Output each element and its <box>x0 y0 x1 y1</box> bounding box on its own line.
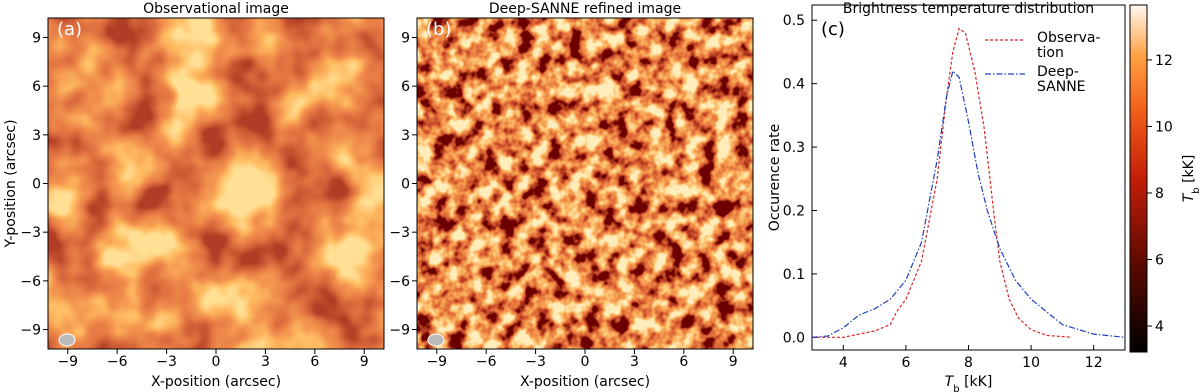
colorbar-tick-label: 10 <box>1155 119 1173 135</box>
x-tick-label: 6 <box>679 354 688 370</box>
y-axis-label: Y-position (arcsec) <box>3 119 19 248</box>
x-tick-label: 0 <box>581 354 590 370</box>
y-tick-label: 0.1 <box>783 267 805 283</box>
label-unit: [kK] <box>960 374 993 390</box>
x-tick-label: 3 <box>261 354 270 370</box>
panel-title: Deep-SANNE refined image <box>489 1 681 17</box>
beam <box>58 333 76 347</box>
label-subscript: b <box>1191 187 1200 193</box>
x-tick-label: 10 <box>1022 355 1040 371</box>
y-tick-label: −9 <box>20 323 41 339</box>
y-tick-label: 6 <box>32 79 41 95</box>
x-tick-label: −9 <box>57 354 78 370</box>
y-tick-label: 0.5 <box>783 13 805 29</box>
x-tick-label: −9 <box>426 354 447 370</box>
x-axis-label: X-position (arcsec) <box>151 374 281 390</box>
axis-label: Tb [kK] <box>945 374 993 392</box>
panel-label: (b) <box>426 19 451 40</box>
colorbar <box>1129 4 1148 353</box>
x-tick-label: 0 <box>212 354 221 370</box>
label-unit: [kK] <box>1181 155 1197 188</box>
y-tick-label: 0.3 <box>783 140 805 156</box>
x-tick-label: 9 <box>360 354 369 370</box>
panel-title: Observational image <box>143 1 289 17</box>
observational-image <box>48 18 384 349</box>
y-tick-label: 9 <box>32 30 41 46</box>
legend-label: Observa- tion <box>1037 30 1101 61</box>
y-tick-label: −3 <box>389 225 410 241</box>
x-tick-label: 12 <box>1085 355 1103 371</box>
x-tick-label: 4 <box>839 355 848 371</box>
colorbar-tick-label: 12 <box>1155 53 1173 69</box>
label-symbol: T <box>1181 192 1197 202</box>
series-line <box>812 27 1072 338</box>
y-tick-label: 0.0 <box>783 330 805 346</box>
refined-image <box>417 18 753 349</box>
y-tick-label: −6 <box>389 274 410 290</box>
y-tick-label: 3 <box>32 128 41 144</box>
x-tick-label: −3 <box>156 354 177 370</box>
colorbar-tick-label: 6 <box>1155 253 1164 269</box>
y-tick-label: 3 <box>401 128 410 144</box>
y-tick-label: 0.2 <box>783 203 805 219</box>
x-tick-label: 9 <box>729 354 738 370</box>
x-tick-label: −6 <box>107 354 128 370</box>
series-line <box>811 69 1126 338</box>
x-tick-label: 3 <box>630 354 639 370</box>
beam <box>427 333 445 347</box>
panel-title: Brightness temperature distribution <box>843 1 1094 17</box>
y-axis-label: Occurence rate <box>767 124 783 231</box>
y-tick-label: −6 <box>20 274 41 290</box>
y-tick-label: −9 <box>389 323 410 339</box>
axis-label: Tb [kK] <box>1181 155 1200 203</box>
label-symbol: T <box>945 374 955 390</box>
panel-label: (a) <box>57 19 82 40</box>
panel-label: (c) <box>821 19 845 40</box>
x-axis-label: X-position (arcsec) <box>520 374 650 390</box>
legend-label: Deep- SANNE <box>1037 64 1086 95</box>
label-subscript: b <box>953 384 959 392</box>
x-tick-label: −3 <box>525 354 546 370</box>
y-tick-label: 0 <box>401 177 410 193</box>
y-tick-label: 6 <box>401 79 410 95</box>
x-tick-label: −6 <box>476 354 497 370</box>
y-tick-label: 0 <box>32 177 41 193</box>
x-tick-label: 6 <box>310 354 319 370</box>
x-tick-label: 6 <box>901 355 910 371</box>
x-tick-label: 8 <box>964 355 973 371</box>
colorbar-tick-label: 8 <box>1155 186 1164 202</box>
colorbar-tick-label: 4 <box>1155 319 1164 335</box>
y-tick-label: 0.4 <box>783 77 805 93</box>
y-tick-label: −3 <box>20 225 41 241</box>
y-tick-label: 9 <box>401 30 410 46</box>
